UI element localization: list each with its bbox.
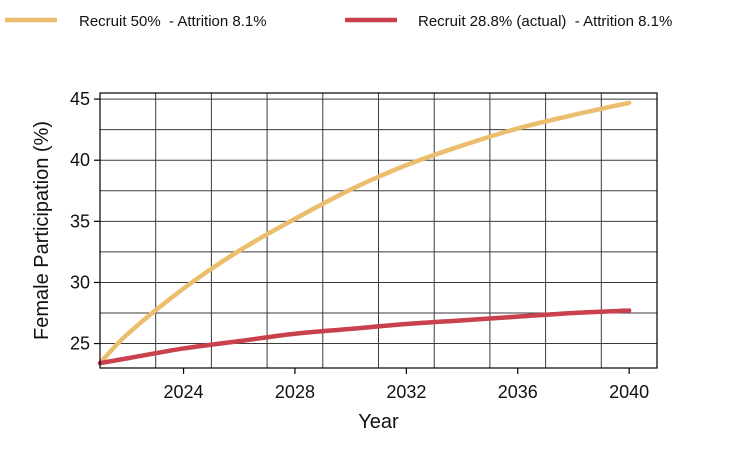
- legend-label: Recruit 50% - Attrition 8.1%: [79, 13, 267, 30]
- x-tick-label: 2032: [386, 382, 426, 402]
- x-axis-ticks: 2024 2028 2032 2036 2040: [164, 368, 649, 402]
- y-tick-label: 30: [70, 272, 90, 292]
- x-tick-label: 2024: [164, 382, 204, 402]
- y-tick-label: 35: [70, 211, 90, 231]
- legend-label: Recruit 28.8% (actual) - Attrition 8.1%: [418, 13, 672, 30]
- legend-item-1: Recruit 50% - Attrition 8.1%: [5, 13, 267, 30]
- plot-frame: [99, 92, 658, 369]
- x-tick-label: 2036: [498, 382, 538, 402]
- series-line-1: [97, 100, 632, 366]
- series-layer: [97, 100, 632, 366]
- y-tick-label: 45: [70, 89, 90, 109]
- x-tick-label: 2040: [609, 382, 649, 402]
- y-axis-title: Female Participation (%): [31, 121, 53, 340]
- y-tick-label: 40: [70, 150, 90, 170]
- y-axis-ticks: 25 30 35 40 45: [70, 89, 100, 354]
- legend-item-2: Recruit 28.8% (actual) - Attrition 8.1%: [345, 13, 672, 30]
- x-axis-title: Year: [358, 411, 399, 433]
- legend: Recruit 50% - Attrition 8.1% Recruit 28.8…: [5, 13, 672, 30]
- series-line-2: [97, 308, 632, 366]
- x-tick-label: 2028: [275, 382, 315, 402]
- y-tick-label: 25: [70, 334, 90, 354]
